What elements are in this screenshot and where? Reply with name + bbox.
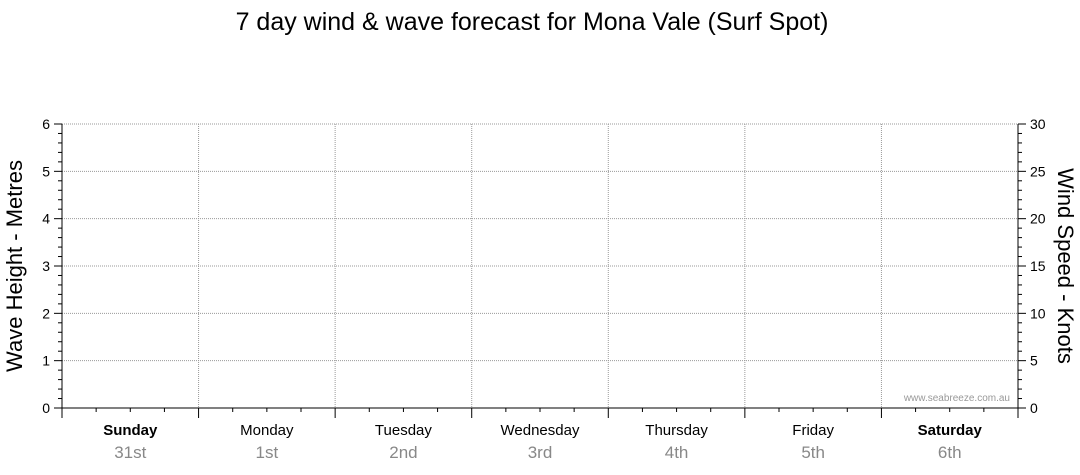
day-date-label: 4th — [665, 443, 689, 462]
y-left-tick-label: 3 — [42, 258, 50, 274]
y-left-tick-label: 1 — [42, 353, 50, 369]
y-right-tick-label: 25 — [1030, 163, 1046, 179]
y-right-tick-label: 20 — [1030, 211, 1046, 227]
y-axis-right-ticks: 0 5 10 15 20 25 30 — [1018, 116, 1046, 416]
y-left-tick-label: 4 — [42, 211, 50, 227]
day-date-label: 31st — [114, 443, 146, 462]
y-axis-right-title: Wind Speed - Knots — [1053, 168, 1078, 364]
day-name-label: Monday — [240, 422, 294, 439]
y-left-tick-label: 0 — [42, 400, 50, 416]
axes — [61, 124, 1019, 418]
day-date-label: 2nd — [389, 443, 417, 462]
day-name-label: Wednesday — [501, 422, 580, 439]
y-left-tick-label: 5 — [42, 163, 50, 179]
x-axis-day-labels: Sunday 31st Monday 1st Tuesday 2nd Wednesday 3r… — [103, 422, 982, 462]
y-left-tick-label: 6 — [42, 116, 50, 132]
day-name-label: Tuesday — [375, 422, 432, 439]
day-name-label: Saturday — [918, 422, 983, 439]
y-right-tick-label: 0 — [1030, 400, 1038, 416]
day-date-label: 5th — [801, 443, 825, 462]
chart-title: 7 day wind & wave forecast for Mona Vale… — [236, 8, 829, 36]
grid-lines — [62, 123, 1018, 408]
y-axis-left-ticks: 0 1 2 3 4 5 6 — [42, 116, 62, 416]
y-right-tick-label: 15 — [1030, 258, 1046, 274]
y-left-tick-label: 2 — [42, 305, 50, 321]
day-name-label: Friday — [792, 422, 834, 439]
watermark: www.seabreeze.com.au — [903, 393, 1010, 404]
day-date-label: 6th — [938, 443, 962, 462]
y-axis-left-title: Wave Height - Metres — [2, 160, 27, 372]
day-date-label: 1st — [256, 443, 279, 462]
day-date-label: 3rd — [528, 443, 553, 462]
y-right-tick-label: 10 — [1030, 305, 1046, 321]
y-right-tick-label: 30 — [1030, 116, 1046, 132]
day-name-label: Sunday — [103, 422, 158, 439]
y-right-tick-label: 5 — [1030, 353, 1038, 369]
day-name-label: Thursday — [645, 422, 708, 439]
